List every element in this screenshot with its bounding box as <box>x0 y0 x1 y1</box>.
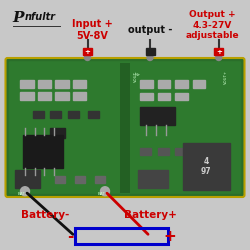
Bar <box>83 48 92 55</box>
Text: BAT-: BAT- <box>18 192 26 196</box>
Text: 4
97: 4 97 <box>201 156 211 176</box>
Bar <box>140 92 152 100</box>
Text: +: + <box>84 48 90 54</box>
Bar <box>214 48 223 55</box>
Bar <box>75 228 168 244</box>
Bar <box>50 111 61 117</box>
Bar <box>55 176 65 182</box>
Text: Battery+: Battery+ <box>124 210 176 220</box>
FancyBboxPatch shape <box>6 58 244 197</box>
Text: nfultr: nfultr <box>25 12 56 22</box>
Bar <box>175 80 188 88</box>
Bar <box>55 80 69 88</box>
Circle shape <box>147 54 153 60</box>
Text: +: + <box>216 48 222 54</box>
Bar <box>182 142 230 190</box>
Circle shape <box>84 54 90 60</box>
Bar <box>75 176 85 182</box>
Bar <box>50 128 65 138</box>
Bar <box>55 92 69 100</box>
Text: output -: output - <box>128 25 172 35</box>
Bar <box>20 80 34 88</box>
Bar <box>32 111 44 117</box>
Bar <box>20 92 34 100</box>
Bar <box>158 92 170 100</box>
Bar <box>140 108 175 125</box>
Bar <box>192 80 205 88</box>
Bar <box>175 92 188 100</box>
Bar <box>15 170 40 188</box>
Bar <box>158 80 170 88</box>
Bar <box>95 176 105 182</box>
Bar <box>158 148 169 155</box>
Bar <box>175 148 186 155</box>
Bar <box>38 92 51 100</box>
Text: Input +
5V-8V: Input + 5V-8V <box>72 19 113 41</box>
Text: -: - <box>67 229 73 244</box>
Text: VOUT-: VOUT- <box>134 70 138 82</box>
Circle shape <box>216 54 222 60</box>
Bar <box>38 80 51 88</box>
Bar <box>138 170 168 188</box>
Text: Output +
4.3-27V
adjustable: Output + 4.3-27V adjustable <box>186 10 239 40</box>
Text: +: + <box>164 229 176 244</box>
Bar <box>146 48 154 55</box>
Text: Battery-: Battery- <box>21 210 69 220</box>
Bar <box>140 80 152 88</box>
Text: VOUT+: VOUT+ <box>224 70 228 84</box>
Text: N+: N+ <box>135 73 141 77</box>
Circle shape <box>20 187 30 196</box>
Bar <box>88 111 99 117</box>
Bar <box>72 80 86 88</box>
Bar <box>120 62 130 192</box>
Text: BAT+: BAT+ <box>98 192 109 196</box>
Bar <box>72 92 86 100</box>
Bar <box>140 148 151 155</box>
Bar <box>68 111 79 117</box>
Bar <box>22 135 62 168</box>
Circle shape <box>100 187 110 196</box>
FancyBboxPatch shape <box>9 61 241 194</box>
Text: P: P <box>12 10 24 24</box>
